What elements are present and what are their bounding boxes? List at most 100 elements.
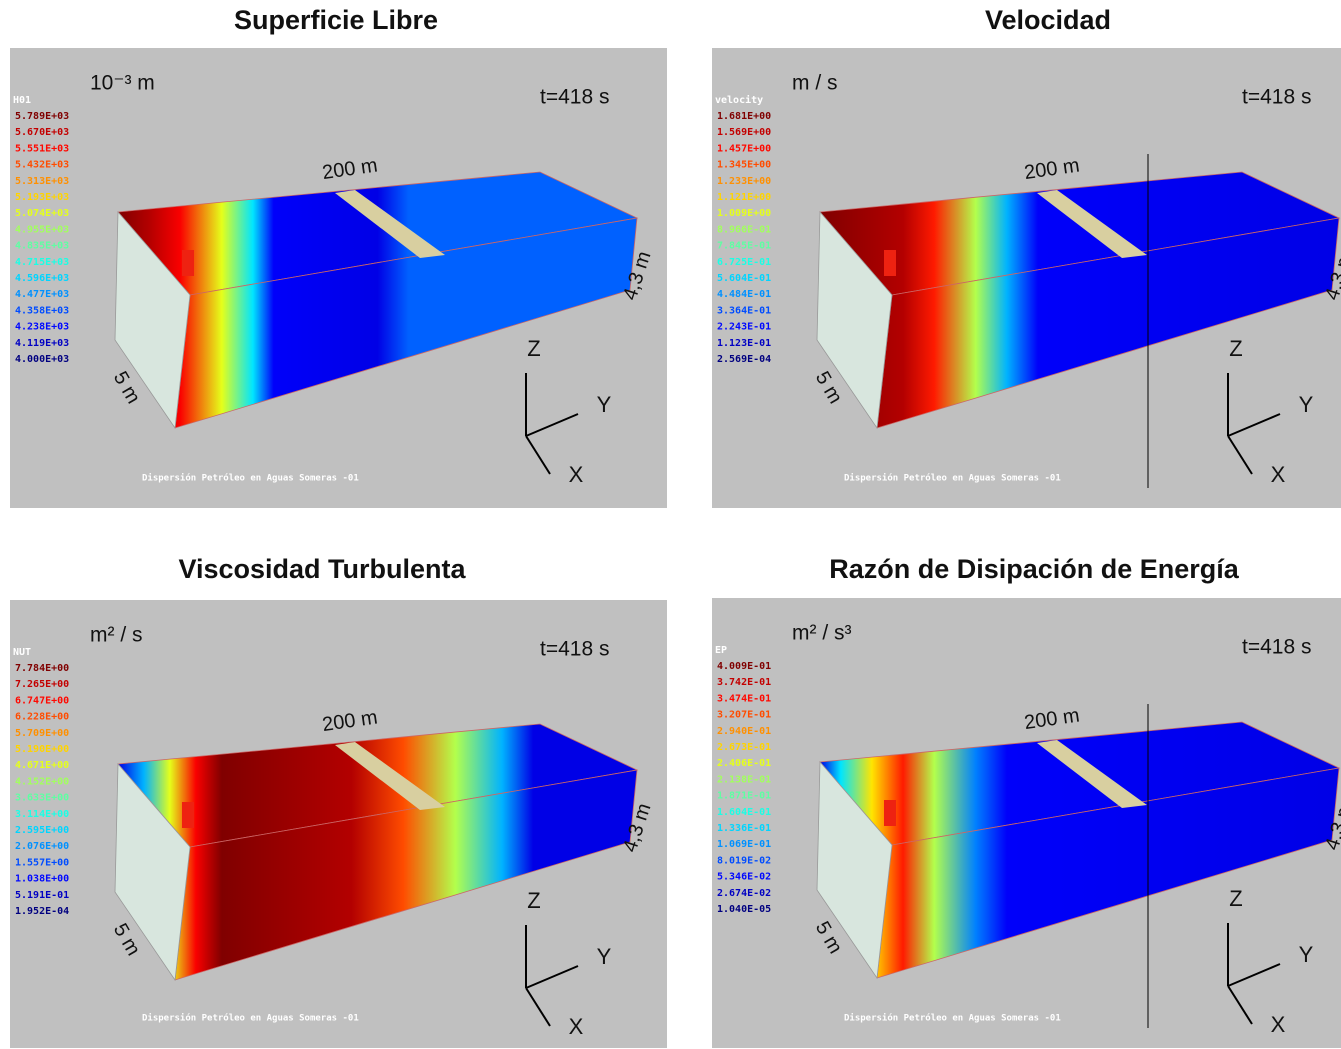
legend-label: 2.674E-02 [717,888,771,899]
legend-label: 2.243E-01 [717,322,771,333]
legend-label: 5.191E-01 [15,890,69,901]
end-face [816,760,893,980]
legend-label: 7.845E-01 [717,241,771,252]
legend-label: 1.681E+00 [717,111,771,122]
axis-x [1227,435,1253,475]
legend-label: 1.557E+00 [15,857,69,868]
legend-label: 2.569E-04 [717,354,771,365]
axis-z-label: Z [1229,886,1242,911]
legend-title: EP [715,645,727,656]
legend-label: 4.715E+03 [15,257,69,268]
legend-label: 1.336E-01 [717,823,771,834]
legend-label: 5.709E+00 [15,728,69,739]
panel-title: Viscosidad Turbulenta [178,554,466,584]
legend-label: 2.673E-01 [717,742,771,753]
legend-label: 1.123E-01 [717,338,771,349]
end-face [114,210,191,430]
plot: NUT 7.784E+00 7.265E+00 6.747E+00 6.228E+00 5… [10,600,667,1048]
time: t=418 s [540,638,609,661]
axis-x [525,435,551,475]
axis-y-label: Y [1299,942,1314,967]
legend-label: 3.633E+00 [15,793,69,804]
plot: EP 4.009E-01 3.742E-01 3.474E-01 3.207E-01 2.… [712,598,1341,1048]
time: t=418 s [540,86,609,109]
legend-label: 3.364E-01 [717,305,771,316]
legend-label: 1.121E+00 [717,192,771,203]
end-face [816,210,893,430]
legend-label: 3.742E-01 [717,677,771,688]
source-marker [884,250,896,276]
panel-title: Superficie Libre [234,5,438,35]
axis-x [525,987,551,1027]
legend-label: 6.725E-01 [717,257,771,268]
legend-label: 5.604E-01 [717,273,771,284]
legend-label: 4.484E-01 [717,289,771,300]
legend-label: 5.193E+03 [15,192,69,203]
legend-label: 4.009E-01 [717,661,771,672]
time: t=418 s [1242,636,1311,659]
axis-y [1227,413,1281,437]
axis-x-label: X [569,462,584,487]
time: t=418 s [1242,86,1311,109]
legend-label: 7.784E+00 [15,663,69,674]
axis-x-label: X [569,1014,584,1039]
axis-y-label: Y [597,392,612,417]
legend-label: 4.000E+03 [15,354,69,365]
legend-label: 2.138E-01 [717,774,771,785]
panel-title: Velocidad [985,5,1111,35]
legend-label: 2.406E-01 [717,758,771,769]
legend-label: 1.038E+00 [15,874,69,885]
legend-label: 5.346E-02 [717,872,771,883]
legend-title: H01 [13,95,31,106]
legend-label: 5.789E+03 [15,111,69,122]
axis-y-label: Y [1299,392,1314,417]
legend-label: 3.474E-01 [717,693,771,704]
unit: m² / s [90,624,143,647]
axis-z-label: Z [527,888,540,913]
legend-label: 4.152E+00 [15,776,69,787]
axis-x [1227,985,1253,1025]
legend-label: 1.233E+00 [717,176,771,187]
unit: 10⁻³ m [90,72,155,95]
legend-label: 1.871E-01 [717,791,771,802]
legend-label: 2.595E+00 [15,825,69,836]
legend-label: 4.671E+00 [15,760,69,771]
legend-label: 6.228E+00 [15,712,69,723]
legend-label: 3.207E-01 [717,710,771,721]
plot: H01 5.789E+03 5.670E+03 5.551E+03 5.432E+03 5… [10,48,667,508]
unit: m / s [792,72,838,95]
legend-label: 5.313E+03 [15,176,69,187]
legend-label: 8.966E-01 [717,224,771,235]
legend-label: 6.747E+00 [15,695,69,706]
axis-y [525,965,579,989]
legend-label: 1.604E-01 [717,807,771,818]
legend-label: 5.551E+03 [15,143,69,154]
legend-label: 5.432E+03 [15,160,69,171]
source-marker [884,800,896,826]
legend-label: 4.238E+03 [15,322,69,333]
legend-label: 4.955E+03 [15,224,69,235]
legend-label: 5.670E+03 [15,127,69,138]
legend-label: 1.569E+00 [717,127,771,138]
legend-label: 8.019E-02 [717,855,771,866]
legend-label: 5.190E+00 [15,744,69,755]
legend-label: 5.074E+03 [15,208,69,219]
axis-z-label: Z [1229,336,1242,361]
legend-label: 1.009E+00 [717,208,771,219]
strip [335,742,445,810]
strip [1037,190,1147,258]
unit: m² / s³ [792,622,851,645]
caption: Dispersión Petróleo en Aguas Someras -01 [844,1013,1061,1024]
legend-label: 1.345E+00 [717,160,771,171]
legend-label: 1.457E+00 [717,143,771,154]
legend-label: 4.477E+03 [15,289,69,300]
source-marker [182,802,194,828]
legend-label: 1.952E-04 [15,906,69,917]
end-face [114,762,191,982]
strip [335,190,445,258]
axis-y [525,413,579,437]
legend-label: 2.940E-01 [717,726,771,737]
caption: Dispersión Petróleo en Aguas Someras -01 [844,473,1061,484]
strip [1037,740,1147,808]
legend-label: 4.835E+03 [15,241,69,252]
